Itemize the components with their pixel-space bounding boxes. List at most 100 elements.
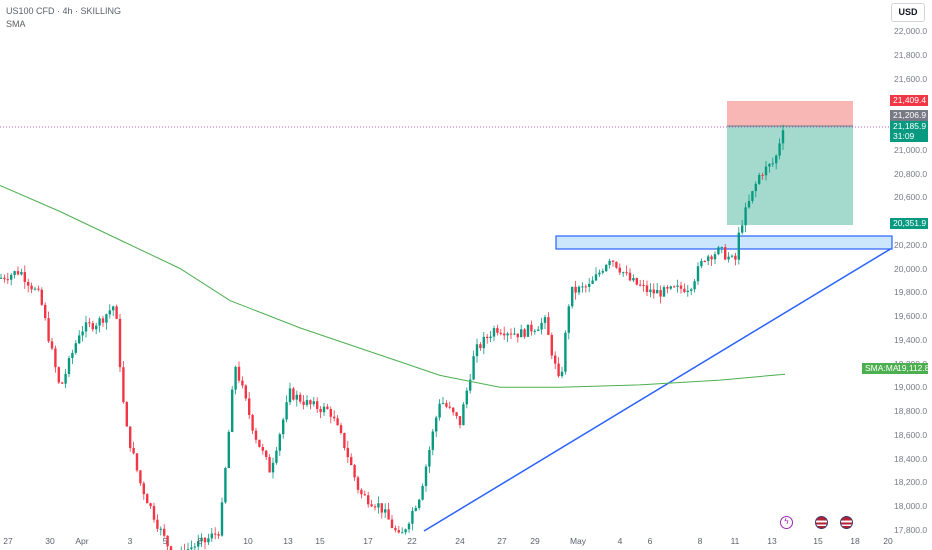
price-scale-label: 19,400.0 [894, 334, 928, 345]
candle-body [703, 260, 706, 262]
price-scale-label: 18,000.0 [894, 501, 928, 511]
candle-body [67, 358, 71, 374]
candle-body [200, 537, 203, 542]
dividends-icon[interactable]: ϟ [780, 516, 793, 529]
candle-body [244, 385, 247, 399]
candle-body [312, 401, 315, 405]
candle-body [241, 380, 244, 386]
candle-body [520, 329, 523, 338]
candle-body [622, 272, 625, 274]
candle-body [316, 401, 319, 409]
candle-body [411, 510, 414, 524]
candle-body [696, 266, 700, 282]
candle-body [356, 477, 360, 490]
candle-body [635, 278, 638, 285]
candle-body [74, 343, 77, 353]
candle-body [588, 283, 591, 287]
candle-body [50, 341, 54, 349]
candle-body [526, 324, 530, 337]
candle-body [261, 447, 264, 451]
trendline[interactable] [423, 247, 893, 532]
candle-body [169, 546, 173, 550]
candle-body [367, 495, 370, 505]
sma-line[interactable] [0, 184, 786, 388]
position-target-area[interactable] [727, 126, 853, 225]
candle-body [88, 322, 91, 324]
candle-body [516, 333, 519, 338]
candle-body [285, 402, 288, 420]
candle-body [737, 232, 740, 260]
time-scale-label: 8 [697, 536, 703, 546]
time-scale-label: 13 [767, 536, 777, 546]
candle-body [54, 348, 57, 368]
time-scale-label: 18 [850, 536, 860, 546]
time-scale-label: 3 [127, 536, 133, 546]
currency-button[interactable]: USD [891, 3, 925, 22]
candle-body [564, 332, 567, 372]
candle-body [761, 174, 764, 176]
resistance-zone[interactable] [555, 235, 893, 250]
candle-body [424, 466, 428, 486]
candle-body [554, 355, 557, 364]
sma-name-tag: SMA:MA [862, 363, 899, 374]
candle-body [268, 457, 271, 473]
candle-body [390, 519, 394, 528]
candle-body [458, 416, 462, 426]
candle-body [322, 406, 326, 413]
time-scale-label: 30 [45, 536, 55, 546]
stop-loss-tag: 21,409.4 [890, 95, 928, 106]
candle-body [384, 509, 387, 513]
symbol-title[interactable]: US100 CFD · 4h · SKILLING [6, 6, 122, 16]
time-scale-label: 29 [530, 536, 540, 546]
time-scale-label: 6 [647, 536, 653, 546]
candle-body [197, 541, 200, 547]
price-scale-label: 18,600.0 [894, 429, 928, 440]
candle-body [775, 155, 778, 164]
candle-body [33, 288, 37, 290]
candle-body [445, 403, 448, 407]
candle-body [299, 394, 302, 402]
candle-body [659, 290, 662, 297]
candle-body [713, 254, 717, 260]
candle-body [326, 406, 329, 410]
price-scale-label: 20,800.0 [894, 168, 928, 179]
price-scale-label: 21,600.0 [894, 73, 928, 84]
candle-body [61, 382, 64, 384]
candle-body [6, 279, 9, 281]
us-flag-icon[interactable] [815, 516, 828, 529]
candle-body [217, 534, 220, 536]
candle-body [129, 426, 132, 448]
candle-body [380, 503, 383, 513]
candle-body [305, 400, 309, 405]
us-flag-icon[interactable] [840, 516, 853, 529]
candle-body [537, 329, 540, 331]
candle-body [523, 329, 526, 337]
indicator-label[interactable]: SMA [6, 19, 26, 29]
position-stop-area[interactable] [727, 101, 853, 126]
candle-body [118, 318, 122, 368]
candle-body [387, 509, 390, 520]
candle-body [734, 255, 737, 260]
candle-body [503, 333, 506, 336]
candle-body [608, 260, 611, 266]
candle-body [339, 425, 343, 433]
candle-body [676, 285, 679, 287]
candle-body [421, 485, 424, 500]
candle-body [540, 322, 543, 330]
candle-body [618, 267, 621, 273]
time-scale-label: 27 [3, 536, 13, 546]
candle-body [401, 532, 404, 534]
candle-body [152, 506, 156, 520]
candle-body [414, 507, 417, 511]
candle-body [584, 286, 587, 288]
candle-body [649, 289, 652, 293]
candle-body [591, 280, 594, 284]
candle-body [700, 260, 703, 267]
candle-body [37, 288, 40, 290]
price-scale-label: 21,800.0 [894, 49, 928, 60]
candle-body [122, 367, 125, 403]
candle-body [581, 286, 584, 288]
candle-body [567, 306, 570, 333]
